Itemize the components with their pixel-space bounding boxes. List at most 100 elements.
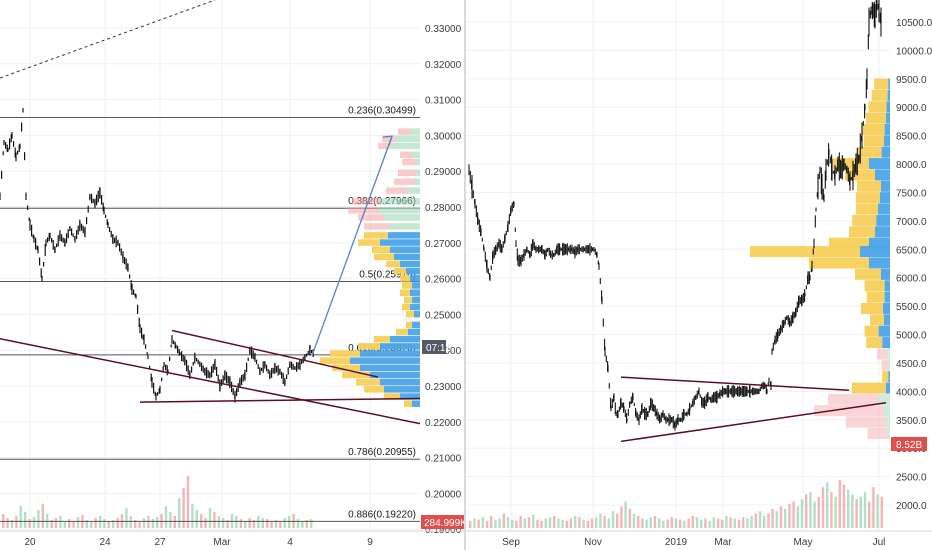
volume-profile-bar	[358, 214, 384, 221]
volume-bar	[855, 499, 858, 528]
volume-profile-bar	[400, 393, 420, 400]
volume-bar	[716, 518, 720, 528]
volume-bar	[90, 522, 93, 528]
volume-bar	[695, 517, 699, 528]
y-axis-area	[890, 0, 932, 550]
volume-profile-bar	[364, 232, 388, 239]
long-descending-trendline	[0, 338, 421, 425]
volume-bar	[164, 506, 168, 528]
volume-bar	[72, 521, 75, 528]
volume-profile-bar	[406, 267, 420, 275]
chart-right-canvas[interactable]: 10500.0 10000.0 9500.0 9000.0 8500.0 8000.0 75…	[466, 0, 932, 550]
volume-bar	[721, 519, 724, 528]
volume-bar	[511, 519, 514, 528]
volume-bar	[712, 517, 715, 528]
chart-panel-left[interactable]: 0.236(0.30499)0.382(0.27966)0.5(0.25918)…	[0, 0, 466, 550]
dotted-channel-line	[0, 0, 216, 79]
volume-profile-bar	[386, 260, 400, 268]
volume-profile-bar	[374, 335, 390, 343]
volume-bar	[283, 518, 286, 528]
volume-profile-bar	[378, 207, 420, 214]
volume-bar	[151, 519, 154, 528]
volume-profile-bar	[845, 416, 886, 428]
volume-bar	[624, 501, 627, 528]
volume-profile-bar	[886, 101, 890, 113]
chart-panel-right[interactable]: 10500.0 10000.0 9500.0 9000.0 8500.0 8000.0 75…	[466, 0, 932, 550]
volume-bar	[670, 517, 673, 528]
volume-bar	[138, 522, 141, 528]
y-axis-tick-label: 10000.0	[896, 46, 932, 57]
volume-bar	[557, 518, 560, 528]
volume-bar	[826, 482, 829, 528]
volume-profile-bar	[809, 257, 869, 269]
triangle-lower-line	[620, 401, 887, 443]
volume-profile-bar	[372, 246, 390, 253]
y-axis-tick-label: 7000.0	[896, 217, 927, 228]
volume-profile-bar	[396, 328, 408, 336]
volume-bar	[191, 504, 194, 528]
volume-bar	[834, 496, 837, 528]
volume-profile-bar	[864, 135, 884, 147]
volume-profile-bar	[874, 78, 889, 90]
volume-bar	[103, 519, 106, 528]
projection-arrow	[311, 135, 393, 356]
x-axis-tick-label: Mar	[213, 537, 231, 548]
fib-level-label: 0.5(0.25918)	[359, 270, 416, 281]
x-axis-tick-label: Nov	[584, 537, 602, 548]
volume-profile-bar	[370, 371, 420, 379]
upper-trendline	[171, 329, 379, 378]
volume-profile-bar	[845, 169, 875, 181]
volume-bar	[565, 520, 568, 528]
volume-bar	[540, 520, 543, 528]
volume-bar	[235, 516, 238, 528]
volume-bar	[859, 496, 862, 528]
volume-profile-bar	[868, 101, 887, 113]
volume-profile-bar	[414, 310, 420, 318]
volume-profile-bar	[408, 187, 420, 194]
volume-bar	[469, 520, 472, 528]
volume-bar	[582, 519, 585, 528]
volume-bar	[872, 487, 875, 528]
volume-bar	[178, 498, 181, 528]
volume-bar	[134, 520, 137, 528]
x-axis-tick-label: 24	[99, 537, 111, 548]
volume-bar	[632, 513, 636, 528]
volume-bar	[519, 516, 522, 528]
volume-profile-bar	[406, 310, 414, 318]
y-axis-tick-label: 0.32000	[425, 60, 462, 71]
volume-bar	[851, 494, 854, 528]
volume-bar	[830, 492, 833, 528]
volume-bar	[821, 487, 825, 528]
x-axis-tick-label: 4	[287, 537, 293, 548]
volume-bar	[628, 508, 631, 528]
volume-bar	[544, 518, 547, 528]
volume-profile-bar	[884, 280, 890, 292]
volume-profile-bar	[410, 128, 420, 135]
volume-bar	[32, 517, 36, 528]
volume-profile-bar	[869, 158, 890, 170]
chart-left-canvas[interactable]: 0.236(0.30499)0.382(0.27966)0.5(0.25918)…	[0, 0, 466, 550]
y-axis-tick-label: 0.22000	[425, 418, 462, 429]
panel-divider	[464, 0, 466, 550]
volume-bar	[771, 508, 774, 528]
x-axis-tick-label: 2019	[665, 537, 688, 548]
volume-profile-bar	[390, 246, 420, 253]
y-axis-tick-label: 3500.0	[896, 416, 927, 427]
volume-bar	[595, 517, 598, 528]
volume-profile-bar	[878, 393, 890, 405]
volume-profile-bar	[887, 427, 890, 439]
volume-bar	[750, 516, 753, 528]
volume-bar	[494, 519, 497, 528]
y-axis-tick-label: 0.28000	[425, 203, 462, 214]
volume-bar	[788, 504, 791, 528]
x-axis-tick-label: Jul	[873, 537, 886, 548]
volume-bar	[6, 518, 9, 528]
fib-level-label: 0.786(0.20955)	[348, 447, 416, 458]
volume-bar	[270, 522, 273, 528]
volume-profile-bar	[364, 223, 390, 230]
volume-profile-bar	[750, 246, 860, 258]
volume-bar	[301, 522, 304, 528]
volume-bar	[473, 518, 476, 528]
volume-profile-bar	[855, 268, 881, 280]
volume-profile-bar	[396, 135, 420, 142]
